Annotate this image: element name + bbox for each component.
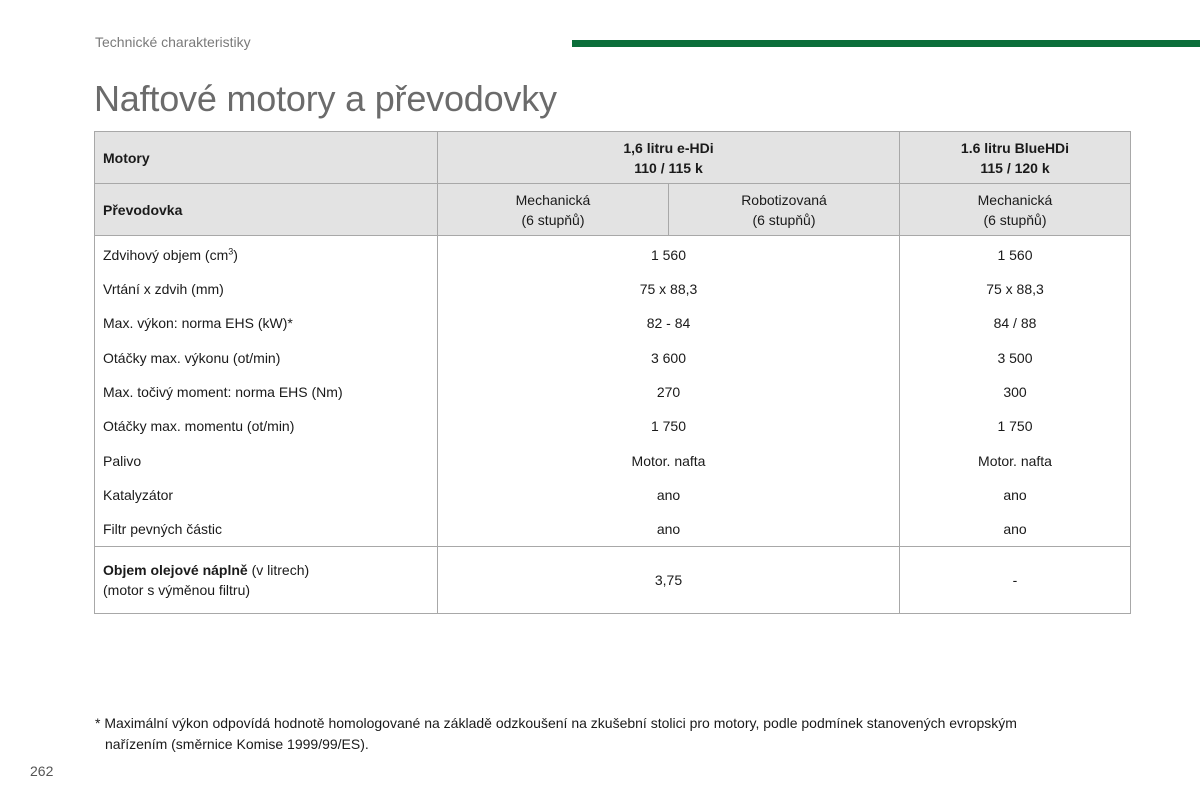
oil-capacity-label: Objem olejové náplně (v litrech) (motor … [94,546,438,615]
row-label: Palivo [94,443,438,478]
row-value-engine2: Motor. nafta [899,443,1131,478]
row-label: Vrtání x zdvih (mm) [94,272,438,307]
gearbox3-gears: (6 stupňů) [983,211,1047,228]
engine2-header: 1.6 litru BlueHDi 115 / 120 k [899,131,1131,184]
footnote-line1: * Maximální výkon odpovídá hodnotě homol… [95,715,1017,731]
engine1-power: 110 / 115 k [634,159,703,176]
row-label: Max. výkon: norma EHS (kW)* [94,306,438,341]
gearbox3-header: Mechanická (6 stupňů) [899,183,1131,236]
row-value-engine1: 82 - 84 [437,306,900,341]
engine2-power: 115 / 120 k [980,159,1050,176]
row-value-engine2: 75 x 88,3 [899,272,1131,307]
row-label-sup: 3 [228,246,234,257]
section-label: Technické charakteristiky [95,34,251,50]
oil-capacity-label-note: (motor s výměnou filtru) [103,582,251,599]
oil-capacity-engine1: 3,75 [437,546,900,615]
gearbox1-gears: (6 stupňů) [521,211,585,228]
spec-table: Motory 1,6 litru e-HDi 110 / 115 k 1.6 l… [94,131,1131,615]
row-label-text: Zdvihový objem (cm [103,247,229,263]
row-label: Otáčky max. momentu (ot/min) [94,409,438,444]
row-value-engine2: ano [899,512,1131,547]
oil-capacity-label-bold: Objem olejové náplně [103,562,248,579]
table-row: Filtr pevných částic ano ano [94,512,1131,547]
table-row: Zdvihový objem (cm3) 1 560 1 560 [94,235,1131,272]
page-title: Naftové motory a převodovky [94,78,557,119]
row-value-engine1: 75 x 88,3 [437,272,900,307]
motory-label: Motory [94,131,438,184]
footnote: * Maximální výkon odpovídá hodnotě homol… [95,713,1125,755]
row-value-engine1: 3 600 [437,340,900,375]
row-value-engine2: 3 500 [899,340,1131,375]
gearbox1-header: Mechanická (6 stupňů) [437,183,669,236]
engine1-name: 1,6 litru e-HDi [623,139,714,156]
oil-capacity-label-unit: (v litrech) [247,562,310,579]
gearbox2-type: Robotizovaná [741,191,827,208]
row-label: Katalyzátor [94,477,438,513]
row-value-engine2: ano [899,477,1131,513]
engine1-header: 1,6 litru e-HDi 110 / 115 k [437,131,900,184]
table-row: Katalyzátor ano ano [94,477,1131,513]
engine2-name: 1.6 litru BlueHDi [960,139,1070,156]
table-row: Max. točivý moment: norma EHS (Nm) 270 3… [94,374,1131,410]
row-value-engine1: 1 750 [437,409,900,444]
row-value-engine1: 270 [437,374,900,410]
row-label: Otáčky max. výkonu (ot/min) [94,340,438,375]
gearbox1-type: Mechanická [515,191,591,208]
row-value-engine1: Motor. nafta [437,443,900,478]
gearbox2-gears: (6 stupňů) [752,211,816,228]
table-row: Max. výkon: norma EHS (kW)* 82 - 84 84 /… [94,306,1131,341]
table-row: Palivo Motor. nafta Motor. nafta [94,443,1131,478]
row-value-engine2: 84 / 88 [899,306,1131,341]
table-row: Otáčky max. momentu (ot/min) 1 750 1 750 [94,409,1131,444]
header-accent-bar [572,40,1200,47]
row-value-engine1: ano [437,512,900,547]
gearbox2-header: Robotizovaná (6 stupňů) [668,183,900,236]
engines-header-row: Motory 1,6 litru e-HDi 110 / 115 k 1.6 l… [94,131,1131,184]
row-value-engine1: 1 560 [437,235,900,272]
page-number: 262 [30,763,54,779]
row-label: Zdvihový objem (cm3) [94,235,438,272]
oil-capacity-engine2: - [899,546,1131,615]
table-row: Otáčky max. výkonu (ot/min) 3 600 3 500 [94,340,1131,375]
table-row: Vrtání x zdvih (mm) 75 x 88,3 75 x 88,3 [94,272,1131,307]
row-value-engine1: ano [437,477,900,513]
row-value-engine2: 300 [899,374,1131,410]
oil-capacity-row: Objem olejové náplně (v litrech) (motor … [94,546,1131,615]
row-value-engine2: 1 560 [899,235,1131,272]
prevodovka-label: Převodovka [94,183,438,236]
gearbox3-type: Mechanická [977,191,1053,208]
gearbox-header-row: Převodovka Mechanická (6 stupňů) Robotiz… [94,183,1131,236]
row-label: Filtr pevných částic [94,512,438,547]
row-label: Max. točivý moment: norma EHS (Nm) [94,374,438,410]
row-label-end: ) [233,247,238,263]
footnote-line2: nařízením (směrnice Komise 1999/99/ES). [105,736,369,752]
row-value-engine2: 1 750 [899,409,1131,444]
